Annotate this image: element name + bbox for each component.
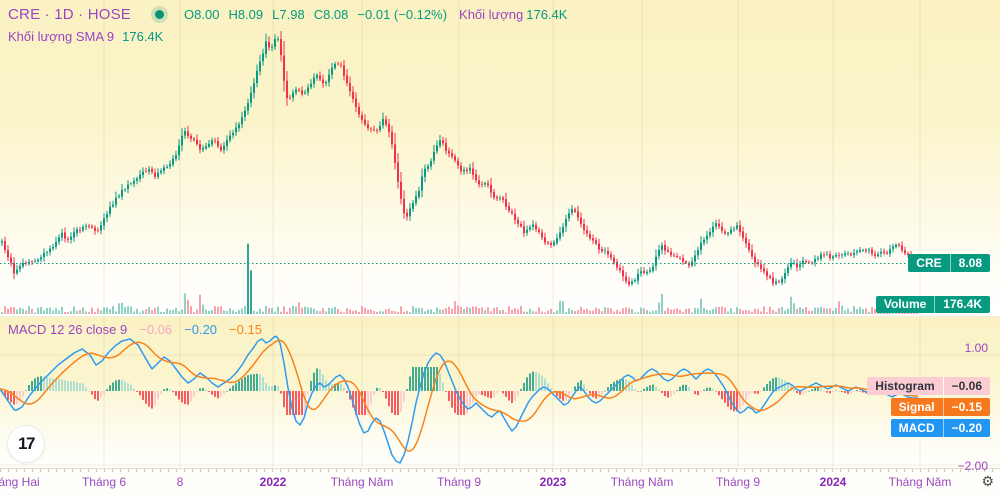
tradingview-logo-glyph: 17: [18, 434, 35, 453]
time-axis-label: Tháng 9: [436, 475, 482, 489]
time-axis-minor-ticks: [0, 469, 1000, 472]
macd-axis-tick-top: 1.00: [964, 341, 988, 355]
volume-badge-value: 176.4K: [934, 296, 990, 313]
macd-indicator-label[interactable]: MACD 12 26 close 9: [8, 322, 128, 337]
macd-signal-value: −0.15: [229, 322, 262, 337]
macd-pane[interactable]: MACD 12 26 close 9 −0.06 −0.20 −0.15 1.0…: [0, 316, 1000, 473]
time-axis-label: Tháng 6: [81, 475, 127, 489]
time-axis-label: Tháng Năm: [610, 475, 674, 489]
last-price-badge: CRE 8.08: [908, 254, 990, 272]
macd-badge-label: MACD: [898, 421, 935, 435]
market-status-icon: [155, 10, 165, 19]
price-chart-canvas[interactable]: [0, 0, 1000, 316]
macd-legend-row: MACD 12 26 close 9 −0.06 −0.20 −0.15: [8, 322, 262, 337]
ohlc-low: L7.98: [272, 7, 305, 22]
macd-line-value: −0.20: [184, 322, 218, 337]
main-legend-row: CRE · 1D · HOSE O8.00 H8.09 L7.98 C8.08 …: [8, 6, 567, 23]
signal-badge: Signal −0.15: [890, 398, 990, 416]
volume-sma-legend-row: Khối lượng SMA 9 176.4K: [8, 29, 163, 44]
symbol-title[interactable]: CRE · 1D · HOSE: [8, 6, 132, 23]
last-price-symbol: CRE: [916, 256, 942, 270]
volume-sma-label[interactable]: Khối lượng SMA 9: [8, 29, 115, 44]
ohlc-open: O8.00: [184, 7, 220, 22]
histogram-badge-value: −0.06: [942, 377, 990, 395]
price-change: −0.01 (−0.12%): [357, 7, 448, 22]
histogram-badge-label: Histogram: [875, 379, 935, 393]
time-axis-label: 2022: [259, 475, 287, 489]
ohlc-high: H8.09: [228, 7, 264, 22]
volume-legend-label[interactable]: Khối lượng: [459, 7, 524, 22]
macd-chart-canvas[interactable]: [0, 317, 1000, 468]
time-axis-label: 8: [176, 475, 184, 489]
time-axis-label: Tháng Năm: [330, 475, 394, 489]
last-price-value: 8.08: [949, 254, 990, 272]
volume-sma-value: 176.4K: [122, 29, 164, 44]
price-pane[interactable]: CRE · 1D · HOSE O8.00 H8.09 L7.98 C8.08 …: [0, 0, 1000, 316]
histogram-badge: Histogram −0.06: [867, 377, 990, 395]
signal-badge-value: −0.15: [942, 398, 990, 416]
ohlc-close: C8.08: [313, 7, 349, 22]
signal-badge-label: Signal: [898, 400, 935, 414]
time-axis-label: 2024: [819, 475, 847, 489]
time-axis-label: 2023: [539, 475, 567, 489]
time-axis[interactable]: ⚙ Tháng Hai Tháng 6 8 2022 Tháng Năm Tháng 9 2…: [0, 468, 1000, 494]
macd-badge: MACD −0.20: [890, 419, 990, 437]
macd-histogram-value: −0.06: [139, 322, 173, 337]
macd-badge-value: −0.20: [942, 419, 990, 437]
axis-settings-gear-icon[interactable]: ⚙: [981, 473, 994, 489]
time-axis-label: Tháng Hai: [0, 475, 40, 489]
tradingview-logo[interactable]: 17: [7, 425, 45, 463]
volume-badge-label: Volume: [883, 297, 927, 311]
time-axis-label: Tháng 9: [715, 475, 761, 489]
volume-legend-value: 176.4K: [526, 7, 568, 22]
volume-badge: Volume 176.4K: [875, 296, 990, 313]
time-axis-label: Tháng Năm: [888, 475, 952, 489]
macd-axis-tick-bottom: −2.00: [957, 459, 988, 473]
